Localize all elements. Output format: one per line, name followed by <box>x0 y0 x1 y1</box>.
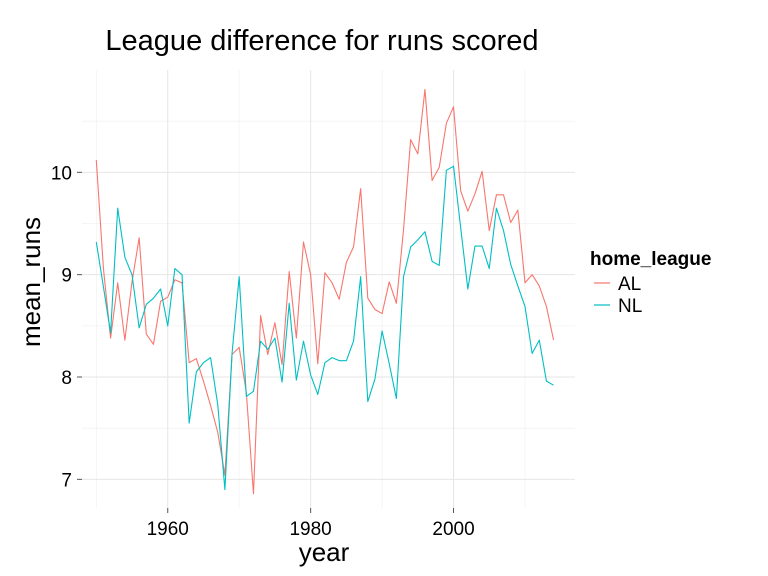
y-axis: 7 8 9 10 <box>51 163 82 491</box>
x-tick-label: 1980 <box>289 519 331 540</box>
y-tick-label: 9 <box>61 266 72 287</box>
y-axis-title: mean_runs <box>16 217 46 347</box>
grid-major <box>82 70 575 508</box>
x-tick-label: 2000 <box>432 519 474 540</box>
x-tick-label: 1960 <box>147 519 189 540</box>
legend-label-nl: NL <box>618 296 642 317</box>
grid-minor <box>82 70 575 508</box>
chart-title: League difference for runs scored <box>105 25 538 57</box>
series-line-nl <box>95 165 554 491</box>
y-tick-label: 7 <box>61 470 72 491</box>
y-tick-label: 10 <box>51 163 72 184</box>
series-layer <box>95 88 555 495</box>
legend-title: home_league <box>590 249 711 270</box>
x-axis: 1960 1980 2000 <box>147 508 475 540</box>
series-line-al <box>95 88 555 495</box>
y-tick-label: 8 <box>61 368 72 389</box>
legend-label-al: AL <box>618 274 641 295</box>
x-axis-title: year <box>299 537 350 567</box>
